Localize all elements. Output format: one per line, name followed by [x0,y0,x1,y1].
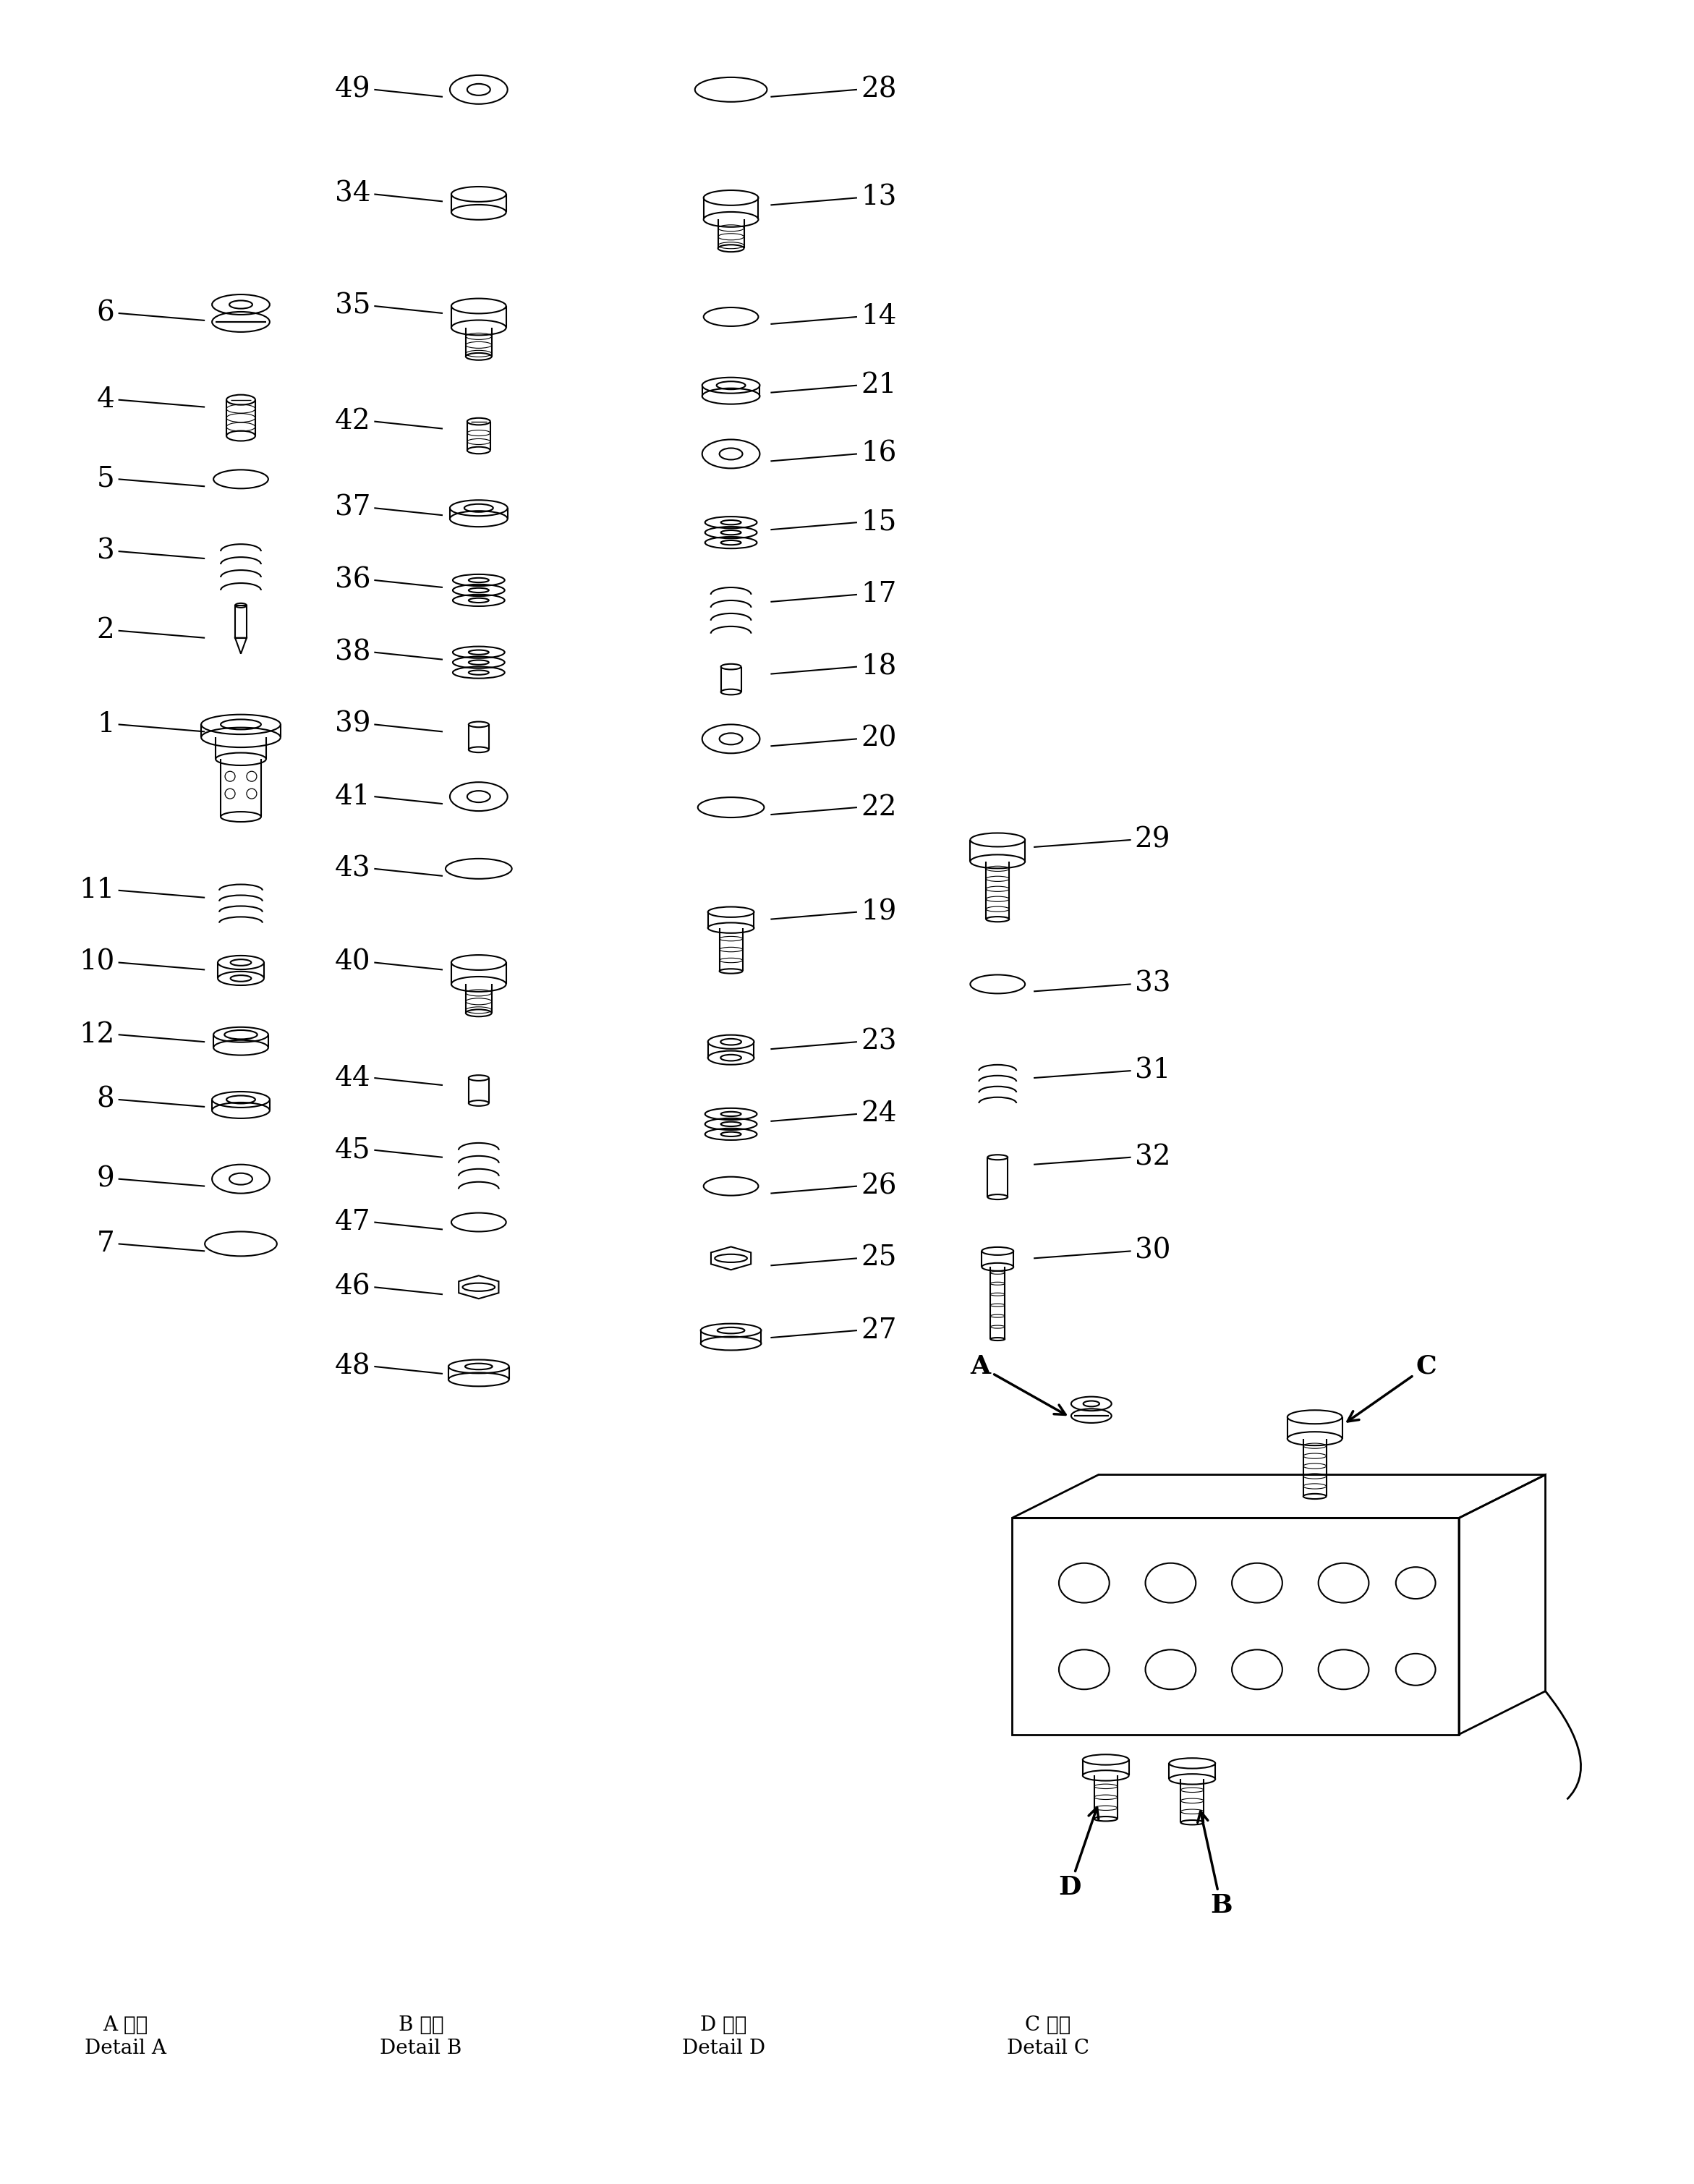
Text: 6: 6 [97,299,115,328]
Text: 43: 43 [335,856,371,882]
Text: 23: 23 [861,1029,896,1055]
Text: 1: 1 [97,712,115,738]
Text: 7: 7 [97,1230,115,1258]
Text: 49: 49 [335,76,371,103]
Text: 45: 45 [335,1136,371,1164]
Text: 12: 12 [80,1022,115,1048]
Text: 3: 3 [97,537,115,566]
Text: 35: 35 [335,293,371,319]
Bar [235,605,247,638]
Text: 17: 17 [861,581,896,607]
Text: 39: 39 [335,712,371,738]
Text: 47: 47 [335,1208,371,1236]
Text: 24: 24 [861,1101,896,1127]
Text: 36: 36 [335,568,371,594]
Text: 29: 29 [1135,826,1171,854]
Text: 41: 41 [335,784,371,810]
Text: B: B [1198,1811,1232,1918]
Text: A: A [971,1354,1066,1415]
Text: A 詳細
Detail A: A 詳細 Detail A [85,2016,166,2057]
Text: 34: 34 [335,181,371,207]
Text: D: D [1059,1808,1098,1900]
Text: 15: 15 [861,509,896,535]
Text: 37: 37 [335,494,371,522]
Text: 44: 44 [335,1064,371,1092]
Text: 46: 46 [335,1273,371,1299]
Text: 11: 11 [80,878,115,904]
Text: 5: 5 [97,465,115,494]
Text: 40: 40 [335,950,371,976]
Text: 31: 31 [1135,1057,1171,1083]
Text: 4: 4 [97,387,115,413]
Text: 30: 30 [1135,1238,1171,1265]
Text: 20: 20 [861,725,896,751]
Text: C: C [1347,1354,1437,1422]
Text: D 詳細
Detail D: D 詳細 Detail D [683,2016,766,2057]
Text: 42: 42 [335,408,371,435]
Text: 25: 25 [861,1245,896,1271]
Text: 13: 13 [861,183,896,212]
Text: 18: 18 [861,653,896,679]
Text: 38: 38 [335,640,371,666]
Text: 32: 32 [1135,1144,1171,1171]
Text: 14: 14 [861,304,896,330]
Text: 48: 48 [335,1354,371,1380]
Text: 9: 9 [97,1166,115,1192]
Text: C 詳細
Detail C: C 詳細 Detail C [1006,2016,1089,2057]
Text: 2: 2 [97,618,115,644]
Text: 33: 33 [1135,970,1171,998]
Text: 26: 26 [861,1173,896,1199]
Text: 22: 22 [861,795,896,821]
Text: 16: 16 [861,441,896,467]
Text: 19: 19 [861,898,896,926]
Text: 8: 8 [97,1085,115,1114]
Text: B 詳細
Detail B: B 詳細 Detail B [379,2016,462,2057]
Text: 28: 28 [861,76,896,103]
Text: 27: 27 [861,1317,896,1343]
Text: 10: 10 [80,950,115,976]
Text: 21: 21 [861,371,896,400]
